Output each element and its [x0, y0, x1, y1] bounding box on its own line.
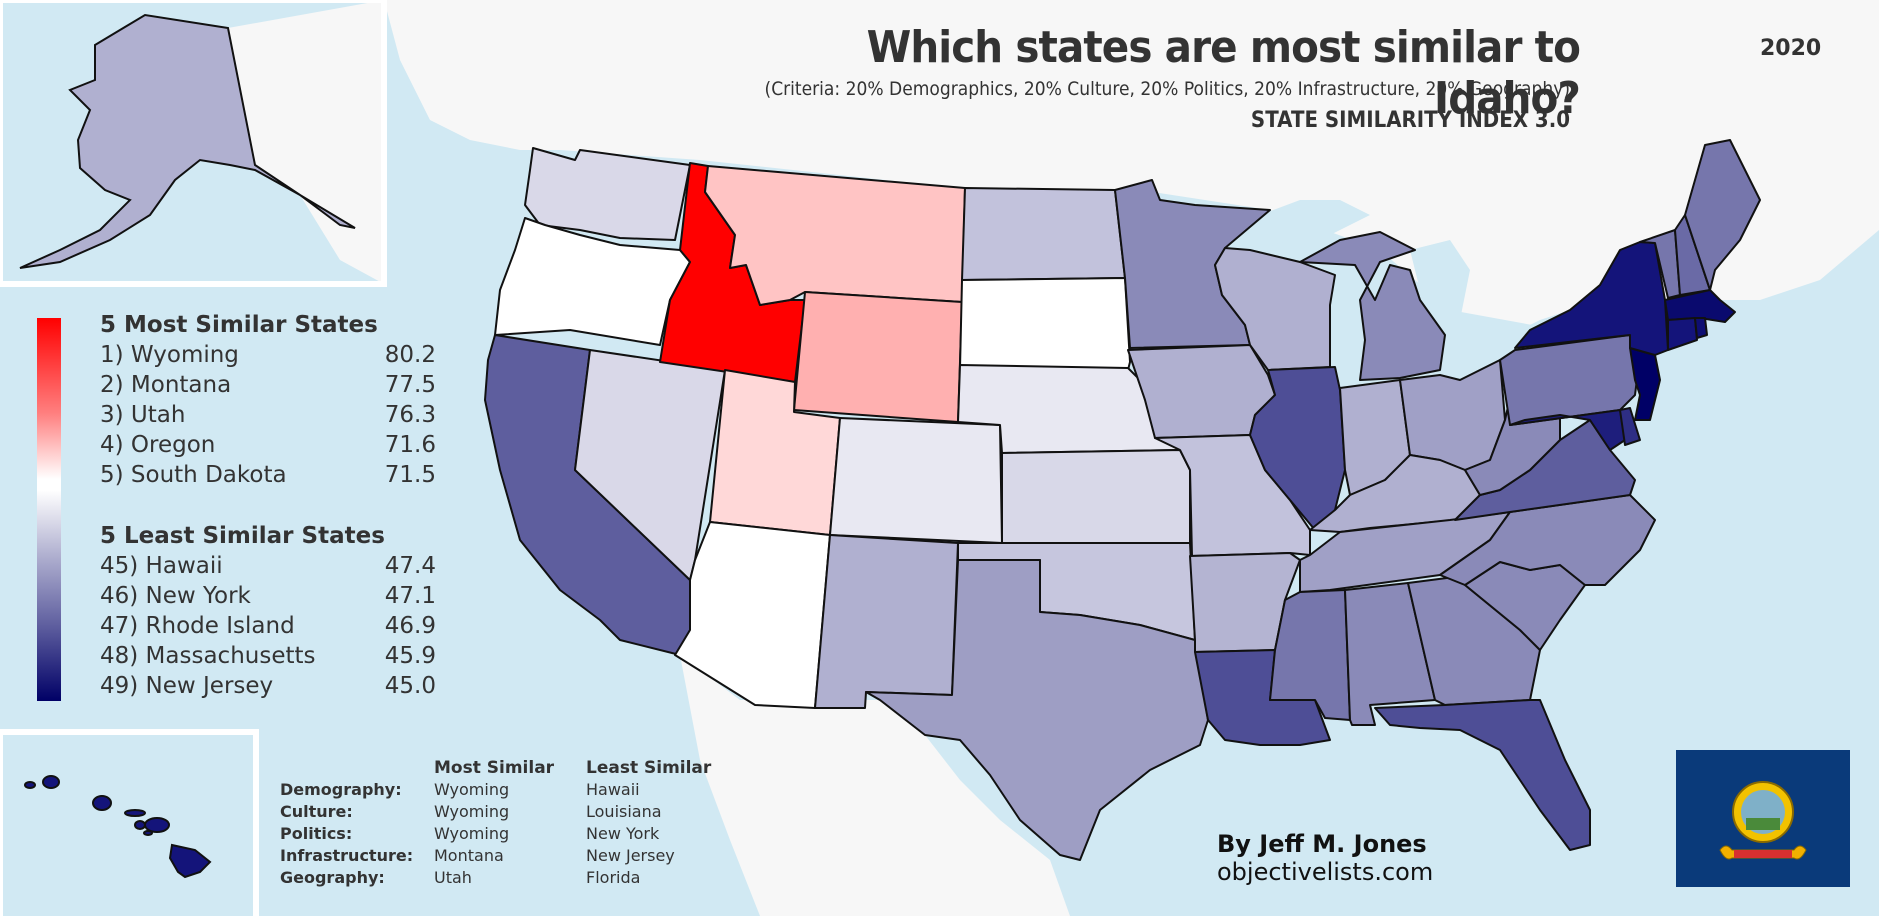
criteria-least: Hawaii — [586, 780, 640, 799]
least-similar-header: Least Similar — [586, 758, 712, 778]
legend-row: 45) Hawaii 47.4 — [100, 551, 436, 581]
criteria-subtitle: (Criteria: 20% Demographics, 20% Culture… — [764, 78, 1570, 100]
criteria-label: Politics: — [280, 824, 353, 843]
alaska-inset-frame — [0, 0, 387, 287]
legend-row: 2) Montana 77.5 — [100, 370, 436, 400]
legend-row: 47) Rhode Island 46.9 — [100, 611, 436, 641]
criteria-least: New York — [586, 824, 660, 843]
legend-state: 1) Wyoming — [100, 342, 239, 368]
state-KS[interactable] — [1001, 449, 1191, 544]
legend-state: 4) Oregon — [100, 432, 216, 458]
state-RI[interactable] — [1694, 317, 1708, 339]
legend-row: 48) Massachusetts 45.9 — [100, 641, 436, 671]
lake-superior — [1225, 200, 1370, 252]
state-SD[interactable] — [959, 277, 1131, 371]
state-AK[interactable] — [19, 13, 356, 269]
author-name: By Jeff M. Jones — [1217, 830, 1427, 858]
legend-score: 71.6 — [384, 432, 436, 458]
criteria-row: Infrastructure: Montana New Jersey — [280, 845, 715, 867]
criteria-least: Florida — [586, 868, 641, 887]
state-ME[interactable] — [1684, 139, 1761, 291]
canada-land — [384, 0, 1879, 330]
legend-score: 71.5 — [384, 462, 436, 488]
index-name: STATE SIMILARITY INDEX 3.0 — [1250, 108, 1570, 133]
legend-score: 77.5 — [384, 372, 436, 398]
criteria-label: Infrastructure: — [280, 846, 414, 865]
most-similar-header: Most Similar — [434, 758, 555, 778]
color-scale-bar — [37, 318, 61, 701]
legend-score: 76.3 — [384, 402, 436, 428]
most-similar-title: 5 Most Similar States — [100, 312, 378, 338]
mexico-land — [680, 655, 1070, 916]
state-IL[interactable] — [1249, 366, 1346, 531]
least-similar-legend: 5 Least Similar States 45) Hawaii 47.4 46… — [100, 521, 436, 701]
page-title: Which states are most similar to Idaho? — [866, 22, 1581, 124]
legend-row: 1) Wyoming 80.2 — [100, 340, 436, 370]
criteria-most: Wyoming — [434, 802, 510, 821]
legend-score: 45.9 — [384, 643, 436, 669]
criteria-row: Culture: Wyoming Louisiana — [280, 801, 715, 823]
legend-row: 5) South Dakota 71.5 — [100, 460, 436, 490]
criteria-most: Wyoming — [434, 780, 510, 799]
legend-state: 46) New York — [100, 583, 251, 609]
state-FL[interactable] — [1374, 699, 1591, 851]
legend-state: 47) Rhode Island — [100, 613, 295, 639]
criteria-row: Politics: Wyoming New York — [280, 823, 715, 845]
criteria-most: Utah — [434, 868, 472, 887]
state-OH[interactable] — [1399, 359, 1506, 471]
state-CT[interactable] — [1667, 317, 1698, 351]
hawaii-inset-background — [0, 732, 256, 916]
state-WY[interactable] — [793, 291, 963, 423]
legend-score: 80.2 — [384, 342, 436, 368]
most-similar-legend: 5 Most Similar States 1) Wyoming 80.2 2) … — [100, 310, 436, 490]
legend-row: 3) Utah 76.3 — [100, 400, 436, 430]
state-MI[interactable] — [1299, 231, 1446, 381]
criteria-most: Montana — [434, 846, 504, 865]
legend-row: 46) New York 47.1 — [100, 581, 436, 611]
legend-state: 49) New Jersey — [100, 673, 274, 699]
legend-state: 5) South Dakota — [100, 462, 287, 488]
year-label: 2020 — [1760, 36, 1822, 61]
criteria-table: Most Similar Least Similar Demography: Wy… — [280, 757, 715, 889]
state-NM[interactable] — [814, 534, 959, 709]
criteria-least: Louisiana — [586, 802, 662, 821]
criteria-most: Wyoming — [434, 824, 510, 843]
legend-state: 2) Montana — [100, 372, 232, 398]
legend-row: 49) New Jersey 45.0 — [100, 671, 436, 701]
criteria-label: Culture: — [280, 802, 353, 821]
legend-state: 45) Hawaii — [100, 553, 223, 579]
criteria-least: New Jersey — [586, 846, 675, 865]
legend-score: 46.9 — [384, 613, 436, 639]
state-CO[interactable] — [829, 417, 1003, 544]
state-DE[interactable] — [1619, 407, 1641, 446]
state-WA[interactable] — [524, 147, 691, 241]
legend-state: 3) Utah — [100, 402, 186, 428]
idaho-flag — [1676, 750, 1850, 887]
state-HI[interactable] — [24, 775, 212, 879]
alaska-inset-canada — [228, 0, 384, 284]
criteria-row: Geography: Utah Florida — [280, 867, 715, 889]
credit: By Jeff M. Jones objectivelists.com — [1217, 830, 1433, 886]
legend-score: 47.4 — [384, 553, 436, 579]
criteria-header-row: Most Similar Least Similar — [280, 757, 715, 779]
state-VT[interactable] — [1639, 229, 1681, 299]
state-TX[interactable] — [865, 559, 1209, 861]
idaho-seal-icon — [1719, 781, 1807, 860]
criteria-row: Demography: Wyoming Hawaii — [280, 779, 715, 801]
least-similar-title: 5 Least Similar States — [100, 523, 385, 549]
state-NJ[interactable] — [1629, 347, 1661, 421]
legend-state: 48) Massachusetts — [100, 643, 316, 669]
legend-score: 47.1 — [384, 583, 436, 609]
criteria-label: Geography: — [280, 868, 385, 887]
site-link[interactable]: objectivelists.com — [1217, 858, 1434, 886]
criteria-label: Demography: — [280, 780, 402, 799]
state-ND[interactable] — [961, 187, 1126, 281]
hawaii-inset-frame — [0, 729, 259, 916]
legend-score: 45.0 — [384, 673, 436, 699]
legend-row: 4) Oregon 71.6 — [100, 430, 436, 460]
